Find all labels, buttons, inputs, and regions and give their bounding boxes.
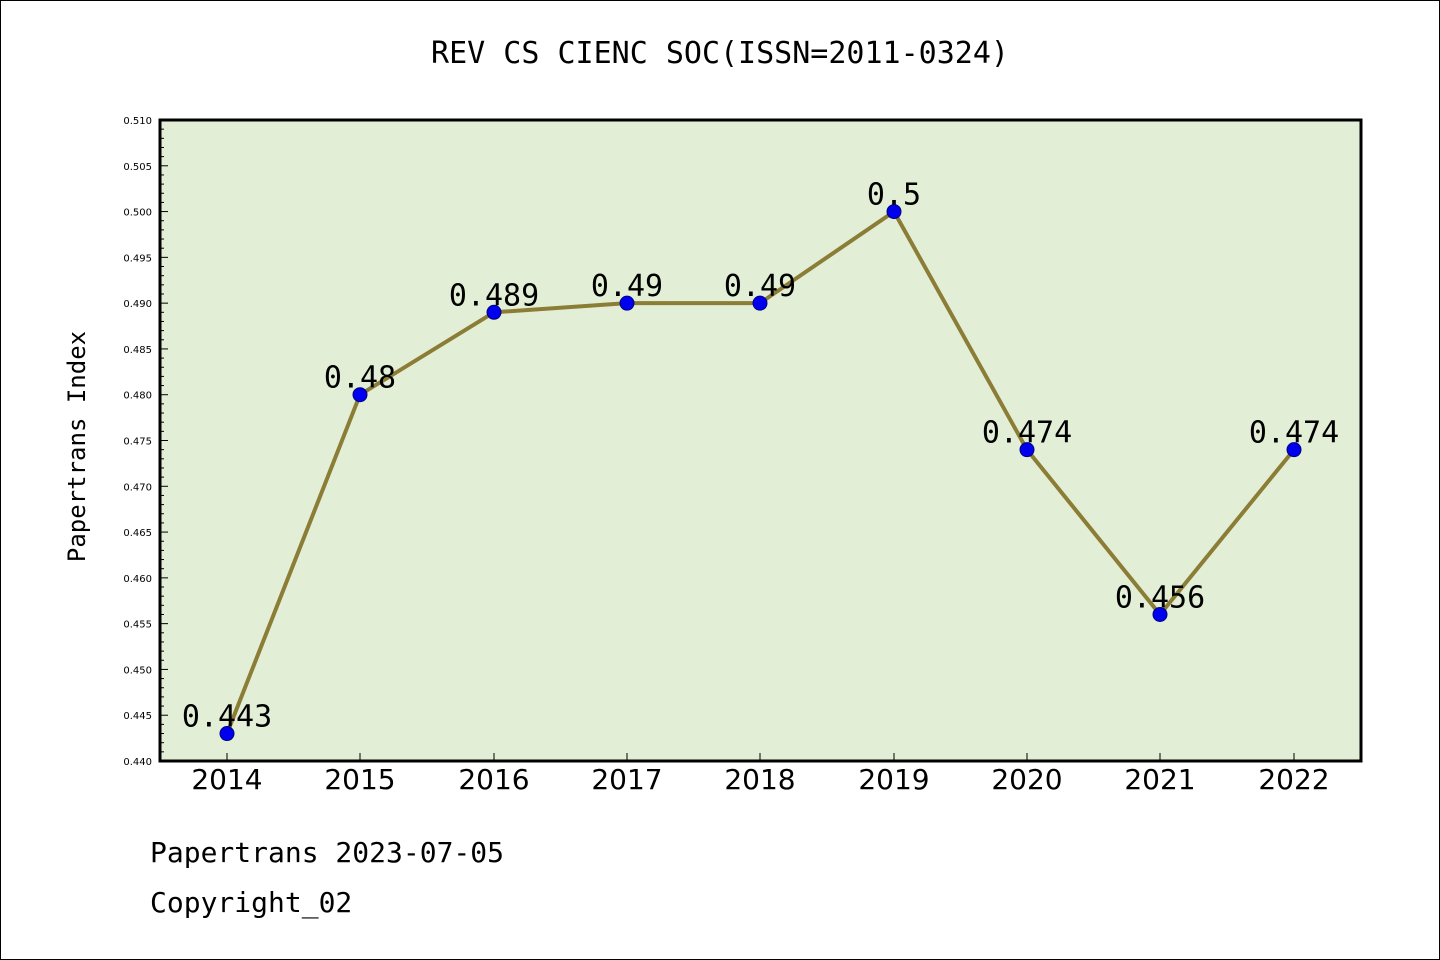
y-tick-label: 0.450 [123,665,152,676]
y-tick-label: 0.460 [123,574,152,585]
data-point [1152,606,1168,622]
y-tick-label: 0.510 [123,116,152,127]
data-label: 0.474 [982,416,1072,451]
data-label: 0.474 [1249,416,1339,451]
y-tick-label: 0.505 [123,162,152,173]
data-label: 0.489 [449,278,539,313]
data-points [219,204,1302,742]
x-tick-label: 2019 [858,763,929,796]
footer-copyright: Copyright_02 [150,886,353,919]
plot-area [160,120,1361,761]
y-tick-label: 0.490 [123,299,152,310]
x-tick-label: 2014 [191,763,262,796]
y-tick-label: 0.440 [123,757,152,768]
data-point [219,726,235,742]
data-point [752,295,768,311]
x-tick-label: 2021 [1124,763,1195,796]
y-tick-label: 0.485 [123,345,152,356]
y-axis: 0.440 0.445 0.450 0.455 0.460 0.465 0.470 0.475… [123,116,168,768]
y-tick-label: 0.445 [123,711,152,722]
data-point [352,387,368,403]
footer-source: Papertrans 2023-07-05 [150,836,505,869]
y-axis-title: Papertrans Index [63,331,91,562]
data-point [619,295,635,311]
data-label: 0.443 [182,700,272,735]
data-label: 0.5 [867,178,921,213]
x-axis: 2014 2015 2016 2017 2018 2019 2020 2021 2022 [191,753,1330,796]
data-label: 0.48 [324,361,396,396]
data-label: 0.49 [724,269,796,304]
x-tick-label: 2015 [324,763,395,796]
x-tick-label: 2018 [724,763,795,796]
y-tick-label: 0.455 [123,620,152,631]
data-point [1286,442,1302,458]
x-tick-label: 2016 [458,763,529,796]
y-tick-label: 0.495 [123,253,152,264]
y-tick-label: 0.470 [123,482,152,493]
y-tick-label: 0.475 [123,437,152,448]
data-labels: 0.443 0.48 0.489 0.49 0.49 0.5 0.474 0.456 0.474 [182,178,1339,735]
x-tick-label: 2022 [1258,763,1329,796]
data-label: 0.49 [591,269,663,304]
y-tick-label: 0.465 [123,528,152,539]
data-label: 0.456 [1115,580,1205,615]
plot-border [158,118,1363,763]
chart-title: REV CS CIENC SOC(ISSN=2011-0324) [431,36,1009,71]
y-tick-label: 0.480 [123,391,152,402]
data-point [1019,442,1035,458]
x-tick-label: 2017 [591,763,662,796]
data-point [886,204,902,220]
y-tick-label: 0.500 [123,208,152,219]
data-point [486,304,502,320]
x-tick-label: 2020 [991,763,1062,796]
